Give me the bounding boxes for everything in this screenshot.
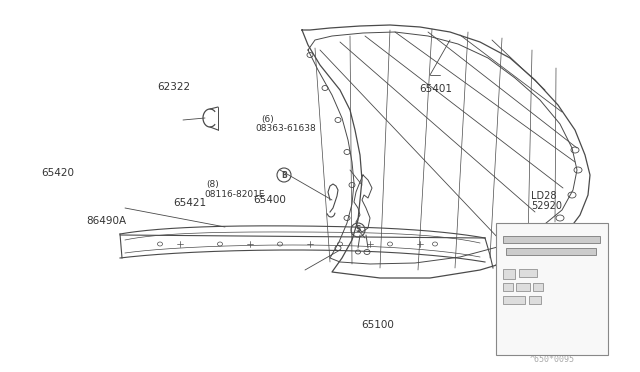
Bar bbox=[516, 283, 530, 291]
Bar bbox=[503, 283, 513, 291]
Text: LD28: LD28 bbox=[531, 192, 557, 201]
Text: 65401: 65401 bbox=[419, 84, 452, 94]
Bar bbox=[506, 248, 596, 255]
Text: 08363-61638: 08363-61638 bbox=[255, 124, 316, 133]
Bar bbox=[503, 236, 600, 243]
Text: S: S bbox=[355, 225, 361, 234]
Text: 65420: 65420 bbox=[42, 168, 75, 178]
Text: 08116-8201E: 08116-8201E bbox=[204, 190, 265, 199]
Text: (8): (8) bbox=[206, 180, 219, 189]
Bar bbox=[519, 269, 537, 277]
Bar bbox=[503, 296, 525, 304]
Text: B: B bbox=[281, 170, 287, 180]
Bar bbox=[529, 296, 541, 304]
Bar bbox=[533, 283, 543, 291]
Text: 65421: 65421 bbox=[173, 198, 206, 208]
Bar bbox=[496, 223, 608, 355]
Text: ^650*0095: ^650*0095 bbox=[530, 356, 575, 365]
Text: 65400: 65400 bbox=[253, 195, 285, 205]
Text: 86490A: 86490A bbox=[86, 217, 127, 226]
Text: 65100: 65100 bbox=[362, 321, 394, 330]
Text: 62322: 62322 bbox=[157, 83, 190, 92]
Text: (6): (6) bbox=[261, 115, 274, 124]
Bar bbox=[503, 269, 515, 279]
Text: 52920: 52920 bbox=[531, 202, 562, 211]
